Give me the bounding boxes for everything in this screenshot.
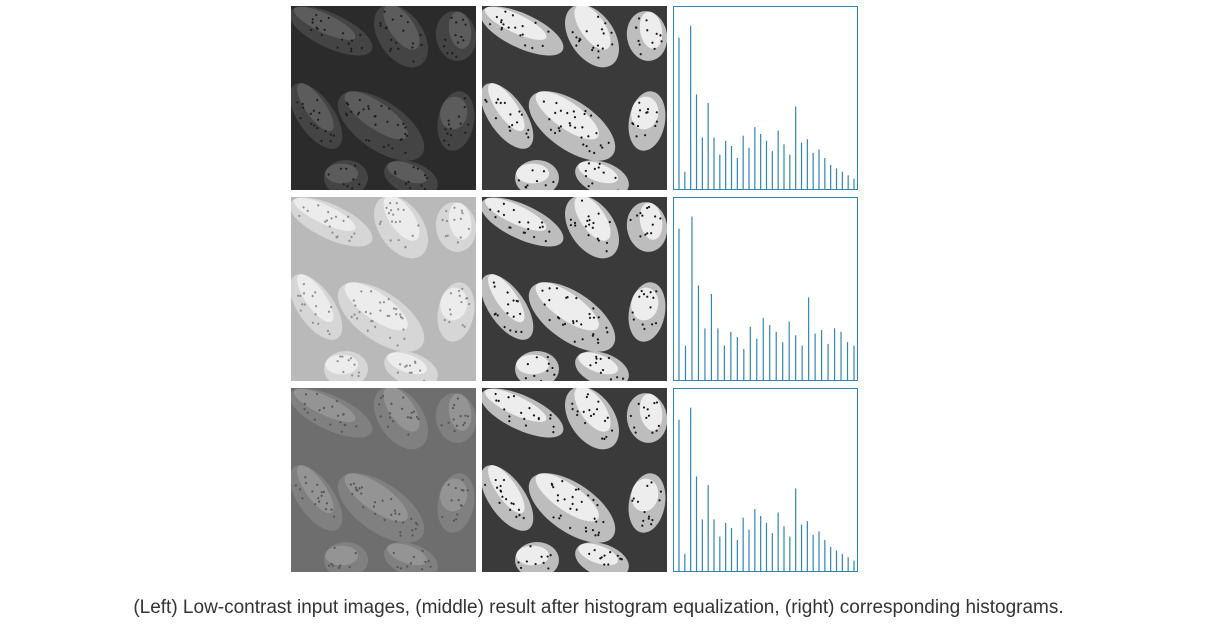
equalized-image-3: [482, 388, 667, 572]
histogram-3: [673, 388, 858, 572]
input-image-dark: [291, 6, 476, 190]
input-image-light: [291, 197, 476, 381]
histogram-2: [673, 197, 858, 381]
equalized-image-1: [482, 6, 667, 190]
histogram-1: [673, 6, 858, 190]
equalized-image-2: [482, 197, 667, 381]
figure-caption: (Left) Low-contrast input images, (middl…: [133, 597, 1064, 618]
input-image-gray: [291, 388, 476, 572]
figure: [291, 6, 859, 572]
